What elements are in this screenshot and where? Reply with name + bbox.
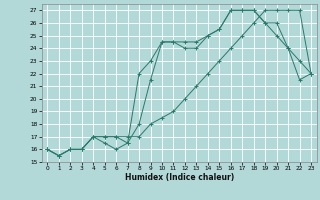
X-axis label: Humidex (Indice chaleur): Humidex (Indice chaleur): [124, 173, 234, 182]
